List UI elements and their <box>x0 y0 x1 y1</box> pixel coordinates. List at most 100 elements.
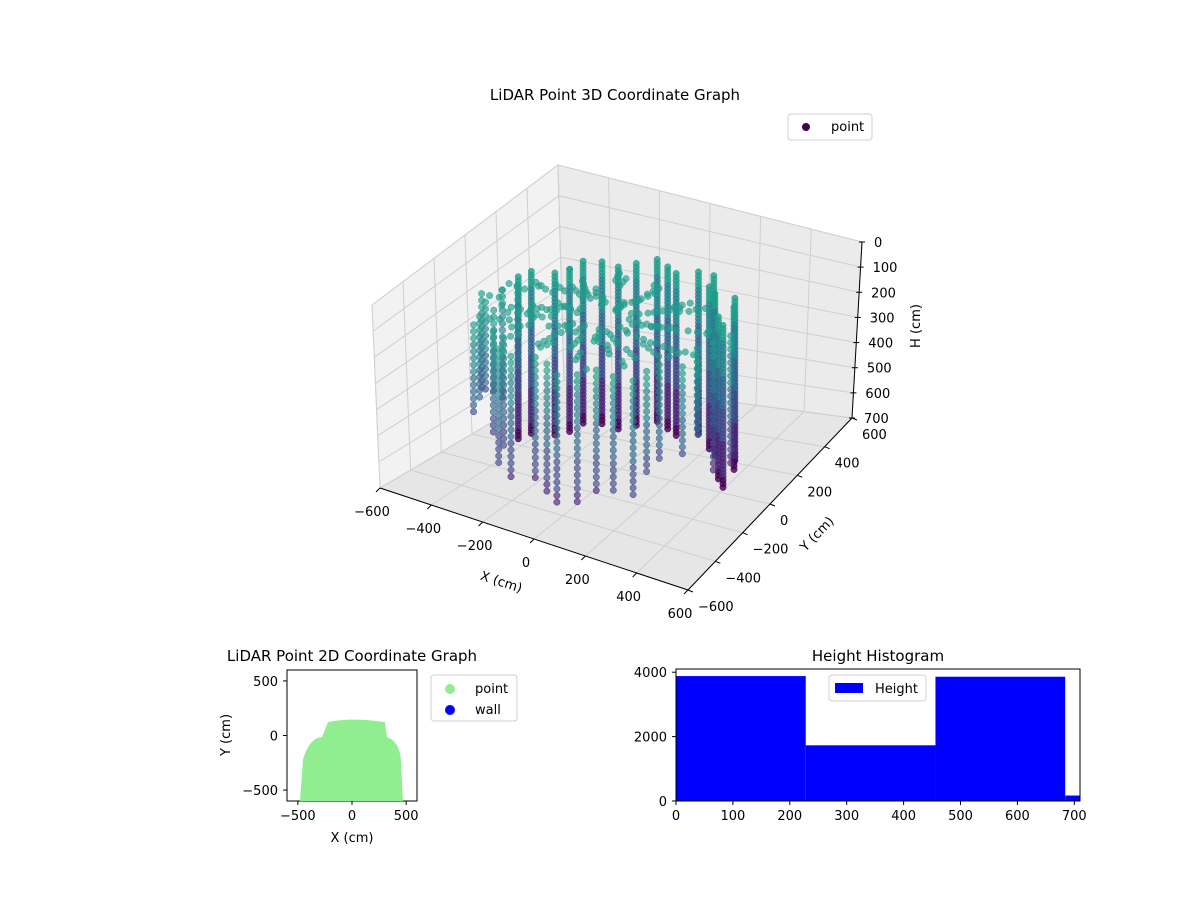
lidar-point-3d <box>667 305 675 313</box>
point-region-fill <box>300 719 403 801</box>
grid-line-floor-y <box>441 451 743 534</box>
legend-2d: point wall <box>430 674 518 722</box>
lidar-point-3d <box>582 365 590 373</box>
point-cloud-3d <box>470 256 739 506</box>
lidar-point-3d <box>553 431 561 439</box>
lidar-point-3d <box>629 484 637 492</box>
lidar-point-3d <box>620 301 628 308</box>
lidar-point-3d <box>655 401 663 409</box>
lidar-point-3d <box>629 390 637 398</box>
lidar-point-3d <box>620 362 628 370</box>
lidar-point-3d <box>655 414 663 422</box>
lidar-point-3d <box>561 287 569 295</box>
histogram-bar <box>805 745 936 801</box>
lidar-point-3d <box>521 285 529 293</box>
lidar-point-3d <box>730 466 738 473</box>
lidar-point-3d <box>592 366 600 374</box>
lidar-point-3d <box>678 423 686 431</box>
lidar-point-3d <box>573 391 581 399</box>
lidar-point-3d <box>709 379 717 387</box>
lidar-point-3d <box>644 292 652 300</box>
lidar-point-3d <box>470 361 478 369</box>
lidar-point-3d <box>508 323 516 331</box>
lidar-point-3d <box>482 332 489 340</box>
lidar-point-3d <box>693 345 701 352</box>
lidar-point-3d <box>609 440 617 447</box>
x-axis-label-2d: X (cm) <box>331 831 374 846</box>
legend-2d-marker-wall <box>445 705 455 715</box>
lidar-point-3d <box>639 340 647 348</box>
lidar-point-3d <box>514 316 522 324</box>
y-tick-3d <box>742 532 748 536</box>
lidar-point-3d <box>709 446 717 454</box>
lidar-point-3d <box>514 389 522 397</box>
lidar-point-3d <box>573 498 581 506</box>
lidar-point-3d <box>507 359 515 367</box>
grid-line-left-vertical <box>464 234 473 435</box>
lidar-point-3d <box>598 420 606 428</box>
chart2d-title: LiDAR Point 2D Coordinate Graph <box>227 647 477 665</box>
legend-2d-label-point: point <box>475 682 508 697</box>
lidar-point-3d <box>709 392 717 400</box>
lidar-point-3d <box>678 376 686 384</box>
lidar-point-3d <box>495 459 503 467</box>
lidar-point-3d <box>678 370 686 377</box>
legend-3d-frame <box>787 113 873 141</box>
lidar-point-3d <box>635 310 643 318</box>
lidar-point-3d <box>545 335 553 342</box>
grid-line-floor-y <box>502 415 798 476</box>
x-tick-3d <box>529 538 535 544</box>
y-tick-label-hist: 4000 <box>634 666 667 681</box>
lidar-point-3d <box>489 388 497 396</box>
lidar-point-3d <box>543 400 551 408</box>
lidar-point-3d <box>489 428 497 436</box>
lidar-point-3d <box>486 315 494 323</box>
lidar-point-3d <box>684 327 692 335</box>
point-region-2d <box>300 719 403 801</box>
lidar-point-3d <box>573 398 581 405</box>
y-tick-3d <box>797 474 803 478</box>
lidar-point-3d <box>655 394 663 402</box>
lidar-point-3d <box>514 356 522 364</box>
x-tick-3d <box>375 487 381 493</box>
lidar-point-3d <box>655 381 663 389</box>
lidar-point-3d <box>470 328 478 335</box>
lidar-point-3d <box>709 399 717 407</box>
lidar-point-3d <box>643 367 651 375</box>
lidar-point-3d <box>553 445 561 453</box>
lidar-point-3d <box>605 350 613 358</box>
lidar-point-3d <box>643 428 651 435</box>
legend-2d-marker-point <box>445 684 455 694</box>
y-tick-label-3d: −600 <box>698 600 734 615</box>
lidar-point-3d <box>573 418 581 425</box>
lidar-point-3d <box>482 385 489 393</box>
lidar-point-3d <box>643 414 651 422</box>
x-tick-label-hist: 0 <box>672 809 680 824</box>
lidar-point-3d <box>476 360 484 367</box>
lidar-point-3d <box>709 453 717 461</box>
lidar-point-3d <box>569 320 577 328</box>
lidar-point-3d <box>628 298 636 306</box>
lidar-point-3d <box>476 346 484 354</box>
lidar-point-3d <box>495 345 503 353</box>
legend-2d-label-wall: wall <box>475 703 501 718</box>
lidar-point-3d <box>553 418 561 426</box>
lidar-point-3d <box>633 332 641 340</box>
lidar-point-3d <box>650 348 658 356</box>
lidar-point-3d <box>727 426 735 433</box>
lidar-point-3d <box>504 308 512 316</box>
grid-line-left-vertical <box>371 304 381 489</box>
histogram-bar <box>1065 795 1080 801</box>
x-tick-label-3d: 200 <box>565 573 590 588</box>
lidar-point-3d <box>694 328 701 336</box>
lidar-point-3d <box>507 392 515 400</box>
lidar-point-3d <box>489 408 497 416</box>
lidar-point-3d <box>603 328 610 336</box>
lidar-point-3d <box>531 407 539 415</box>
lidar-point-3d <box>573 464 581 472</box>
lidar-point-3d <box>482 358 489 366</box>
z-tick-label-3d: 400 <box>868 337 893 352</box>
lidar-point-3d <box>685 307 693 315</box>
lidar-point-3d <box>573 371 581 379</box>
lidar-point-3d <box>592 386 600 394</box>
